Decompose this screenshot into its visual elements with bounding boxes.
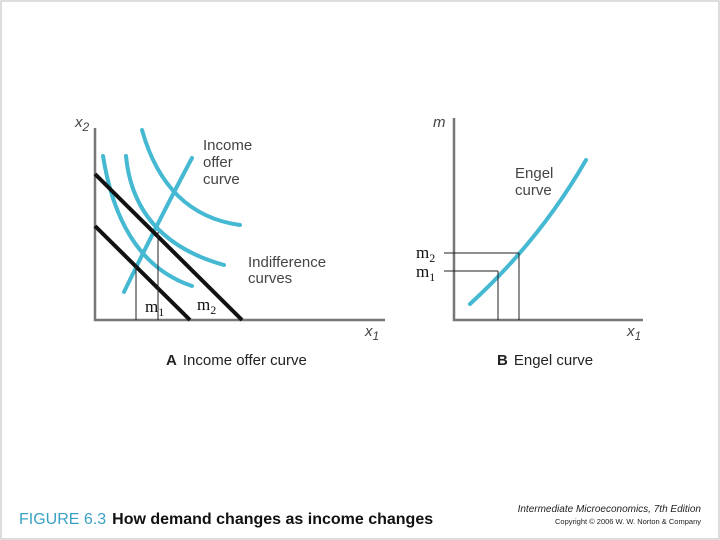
indifference-curve-1 (101, 154, 194, 288)
budget-line-m1 (93, 224, 192, 322)
panel-b-axes (452, 118, 643, 322)
engel-curve (468, 158, 588, 306)
budget-label-m1: m1 (145, 297, 164, 319)
indifference-curve-3 (140, 128, 242, 227)
panel-a-y-axis-label: x2 (74, 114, 90, 134)
engel-curve-label: Engel curve (515, 165, 558, 199)
budget-line-m2 (93, 172, 244, 322)
budget-label-m2: m2 (197, 295, 216, 317)
engel-label-m2: m2 (416, 243, 435, 265)
panel-b-x-axis-label: x1 (626, 323, 641, 343)
figure-number: FIGURE 6.3 (19, 511, 106, 528)
indifference-curves-label: Indifference curves (248, 254, 330, 287)
panel-a: x2 x1 Income offer curve Indifference cu… (74, 114, 385, 369)
panel-a-caption: A Income offer curve (166, 352, 307, 369)
panel-b: m x1 Engel curve m2 m1 B Engel curve (416, 114, 643, 369)
panel-a-axes (93, 128, 385, 322)
panel-b-caption: B Engel curve (497, 352, 593, 369)
income-offer-curve (122, 156, 194, 294)
panel-b-y-axis-label: m (433, 114, 446, 131)
figure-footer: FIGURE 6.3 How demand changes as income c… (19, 504, 701, 528)
figure-caption: FIGURE 6.3 How demand changes as income c… (19, 511, 433, 528)
income-offer-label: Income offer curve (203, 137, 256, 188)
figure-title: How demand changes as income changes (112, 511, 433, 528)
copyright-notice: Copyright © 2006 W. W. Norton & Company (555, 517, 701, 526)
indifference-curve-2 (124, 154, 226, 267)
panel-a-x-axis-label: x1 (364, 323, 379, 343)
book-credit: Intermediate Microeconomics, 7th Edition (518, 504, 702, 515)
engel-label-m1: m1 (416, 262, 435, 284)
